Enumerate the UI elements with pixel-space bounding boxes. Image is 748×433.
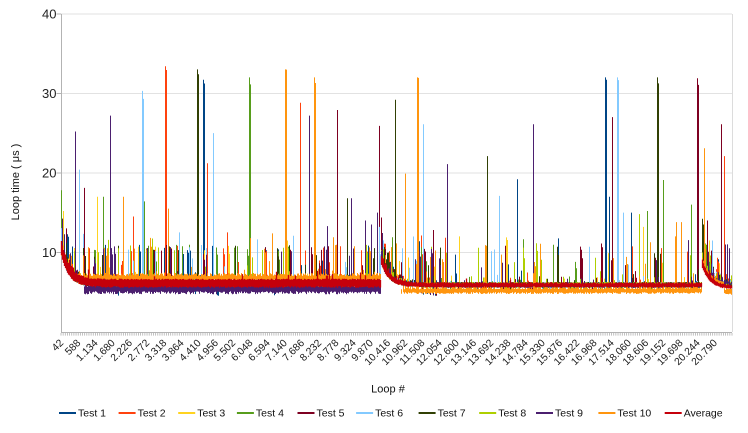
svg-text:Test 9: Test 9 — [555, 408, 583, 420]
svg-text:Loop time ( μs ): Loop time ( μs ) — [10, 144, 22, 221]
svg-text:Loop #: Loop # — [371, 384, 406, 396]
svg-text:10: 10 — [42, 245, 56, 260]
svg-text:40: 40 — [42, 7, 56, 22]
svg-text:Test 8: Test 8 — [498, 408, 526, 420]
svg-text:Test 6: Test 6 — [375, 408, 403, 420]
svg-text:Test 10: Test 10 — [617, 408, 651, 420]
svg-text:Test 1: Test 1 — [78, 408, 106, 420]
svg-text:Average: Average — [684, 408, 723, 420]
svg-text:Test 5: Test 5 — [317, 408, 345, 420]
svg-text:Test 7: Test 7 — [438, 408, 466, 420]
svg-text:Test 2: Test 2 — [138, 408, 166, 420]
svg-text:Test 3: Test 3 — [197, 408, 225, 420]
svg-text:30: 30 — [42, 86, 56, 101]
svg-text:20: 20 — [42, 166, 56, 181]
svg-text:Test 4: Test 4 — [256, 408, 284, 420]
